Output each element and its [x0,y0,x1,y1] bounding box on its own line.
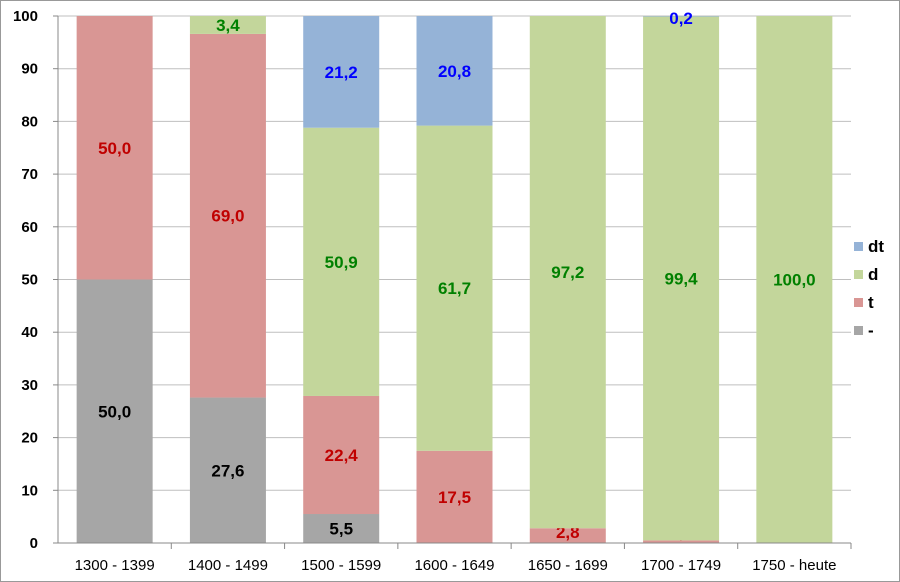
bar-segment-t [643,540,720,543]
data-label: 21,2 [325,63,358,82]
bar-segment-dt [303,16,380,128]
bar-segment-d [643,16,720,541]
data-label: 3,4 [216,16,240,35]
x-tick-label: 1650 - 1699 [528,557,608,574]
y-tick-label: 80 [21,113,38,130]
x-tick-label: 1750 - heute [752,557,836,574]
y-tick-label: 60 [21,219,38,236]
bar-segment-d [756,16,833,543]
y-tick-label: 40 [21,324,38,341]
y-tick-label: 100 [13,8,38,25]
y-tick-label: 70 [21,166,38,183]
y-tick-label: 10 [21,482,38,499]
bar-segment-dt [416,16,493,126]
data-label: 22,4 [325,446,359,465]
x-tick-label: 1500 - 1599 [301,557,381,574]
legend-swatch-t [854,298,863,307]
bar-segment-dt [643,16,720,17]
bar-segment-d [189,16,266,34]
x-tick-label: 1600 - 1649 [414,557,494,574]
bar-segment-d [529,16,606,529]
y-tick-label: 30 [21,377,38,394]
data-label: 61,7 [438,279,471,298]
bar-segment-d [303,127,380,396]
data-label: 99,4 [665,269,699,288]
y-tick-label: 50 [21,272,38,289]
data-label: 50,0 [98,402,131,421]
legend-swatch-d [854,270,863,279]
legend-label: t [868,293,874,312]
bar-segment-t [529,528,606,543]
data-label: 0,2 [669,9,693,28]
data-label: 5,5 [329,520,353,539]
x-tick-label: 1400 - 1499 [188,557,268,574]
bar-segment-t [303,395,380,515]
x-tick-label: 1700 - 1749 [641,557,721,574]
data-label: 50,9 [325,253,358,272]
data-label: 69,0 [211,207,244,226]
data-label: 20,8 [438,62,471,81]
y-tick-label: 0 [30,535,38,552]
y-tick-label: 20 [21,430,38,447]
legend-label: - [868,321,874,340]
data-label: 50,0 [98,139,131,158]
legend-swatch-dt [854,242,863,251]
legend-swatch-none [854,326,863,335]
data-label: 100,0 [773,271,816,290]
y-tick-label: 90 [21,61,38,78]
bar-segment-d [416,125,493,451]
data-label: 27,6 [211,461,244,480]
data-label: 97,2 [551,263,584,282]
legend-label: d [868,265,878,284]
bar-segment-t [76,16,153,280]
bar-segment-t [189,33,266,398]
legend-label: dt [868,237,884,256]
bar-segment-none [303,514,380,543]
data-label: 17,5 [438,488,471,507]
bar-segment-none [189,397,266,543]
x-tick-label: 1300 - 1399 [75,557,155,574]
bar-segment-t [416,450,493,543]
bar-segment-none [76,279,153,543]
